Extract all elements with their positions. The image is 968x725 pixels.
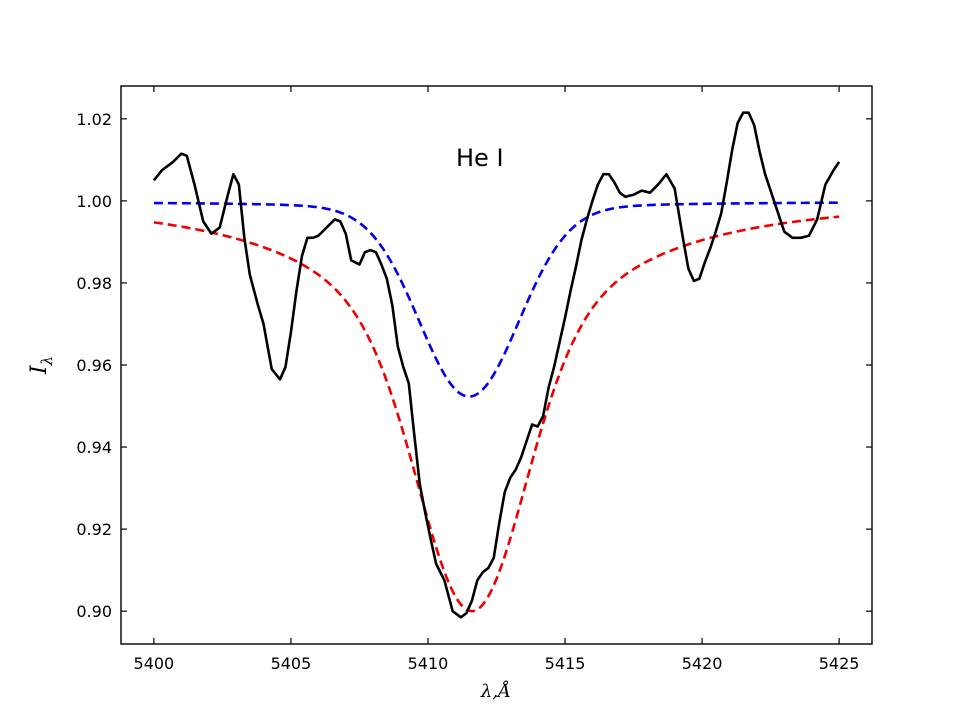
x-tick-label: 5400: [134, 654, 175, 673]
y-tick-label: 1.02: [76, 110, 112, 129]
y-axis-label: Iλ: [27, 356, 56, 375]
plot-area: [121, 86, 872, 644]
y-tick-label: 0.94: [76, 438, 112, 457]
x-tick-label: 5425: [819, 654, 860, 673]
y-tick-label: 0.90: [76, 602, 112, 621]
x-tick-label: 5415: [545, 654, 586, 673]
annotation-label: He I: [456, 144, 504, 172]
x-tick-label: 5405: [271, 654, 312, 673]
y-axis-label-sub: λ: [38, 356, 56, 367]
y-tick-label: 0.96: [76, 356, 112, 375]
y-axis-label-main: I: [27, 364, 52, 375]
series-layer: [152, 111, 841, 619]
y-tick-label: 0.98: [76, 274, 112, 293]
y-tick-label: 0.92: [76, 520, 112, 539]
model-line-red: [153, 215, 840, 613]
observed-spectrum-line: [152, 111, 841, 619]
x-tick-label: 5410: [408, 654, 449, 673]
x-tick-label: 5420: [682, 654, 723, 673]
x-axis-label: λ,Å: [480, 680, 511, 702]
y-tick-label: 1.00: [76, 192, 112, 211]
ticks-layer: 5400 5405 5410 5415 5420 5425 0.90 0.92 0.94 0.96…: [76, 86, 872, 673]
model-line-blue: [153, 201, 840, 398]
